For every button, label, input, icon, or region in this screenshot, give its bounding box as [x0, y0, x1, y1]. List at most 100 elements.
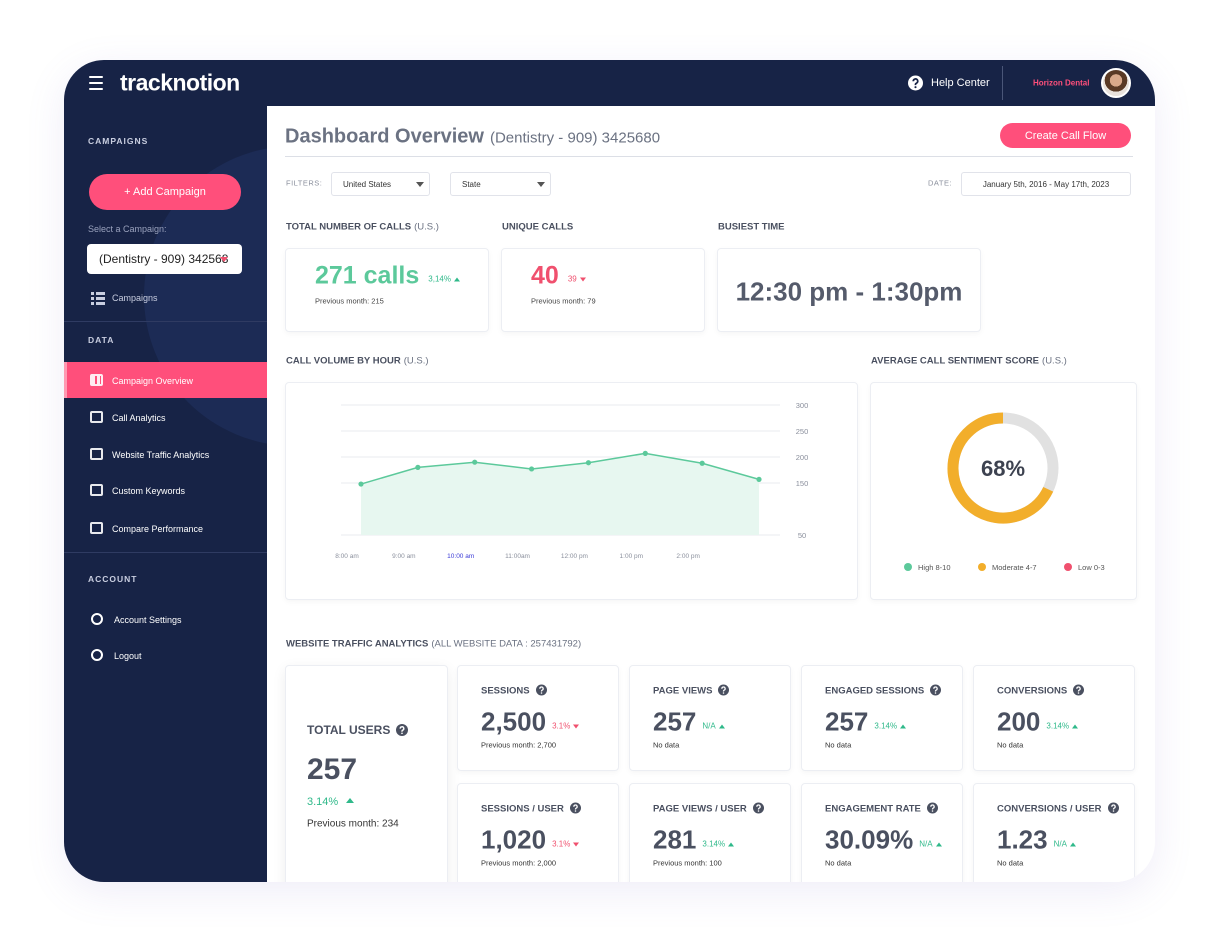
help-center[interactable]: Help Center: [908, 75, 990, 91]
total-users-card: [285, 665, 448, 882]
kpi-card: [717, 248, 981, 332]
help-label: Help Center: [931, 76, 990, 89]
menu-bar-line: [89, 88, 103, 90]
top-bar: [64, 60, 1155, 106]
kpi-scope: (U.S.): [414, 221, 439, 233]
metric-change: N/A: [919, 839, 933, 849]
metric-value: 281: [653, 824, 697, 855]
metric-title: CONVERSIONS: [997, 685, 1068, 697]
chart-subtitle: (U.S.): [1042, 355, 1067, 367]
caret: [220, 257, 228, 262]
add-campaign-button[interactable]: + Add Campaign: [89, 174, 241, 210]
divider: [64, 321, 267, 322]
nav-icon: [90, 374, 103, 386]
metric-label: SESSIONS / USER: [481, 802, 581, 815]
metric-change-row: 3.14%: [307, 792, 355, 810]
metric-value: 30.09%: [825, 824, 914, 855]
nav-item[interactable]: Logout: [114, 651, 142, 661]
button-label: + Add Campaign: [124, 186, 206, 198]
metric-label: ENGAGED SESSIONS: [825, 684, 942, 697]
kpi-previous: Previous month: 215: [315, 296, 384, 306]
metric-label: CONVERSIONS: [997, 684, 1085, 697]
caret: [416, 182, 424, 187]
kpi-title: BUSIEST TIME: [718, 221, 785, 233]
help-icon[interactable]: [396, 723, 409, 736]
metric-value-row: 2,500 3.1%: [481, 707, 580, 738]
campaign-select[interactable]: (Dentistry - 909) 342568: [87, 244, 242, 274]
kpi-title: TOTAL NUMBER OF CALLS: [286, 221, 412, 233]
metric-label: SESSIONS: [481, 684, 547, 697]
metric-title: ENGAGEMENT RATE: [825, 803, 921, 815]
list-icon-dot: [91, 292, 94, 295]
filters-label: FILTERS:: [286, 178, 323, 188]
metric-value-row: 281 3.14%: [653, 824, 735, 856]
menu-bar-line: [89, 76, 103, 78]
help-icon[interactable]: [752, 802, 764, 814]
metric-card: [629, 783, 791, 882]
metric-label: ENGAGEMENT RATE: [825, 802, 938, 815]
chart-heading: AVERAGE CALL SENTIMENT SCORE (U.S.): [871, 356, 1067, 367]
metric-card: [457, 665, 619, 771]
kpi-title: UNIQUE CALLS: [502, 221, 574, 233]
section-heading: CAMPAIGNS: [88, 136, 149, 146]
divider: [64, 552, 267, 553]
kpi-previous: Previous month: 79: [531, 296, 596, 306]
select-value: State: [462, 179, 481, 189]
nav-item[interactable]: Website Traffic Analytics: [112, 450, 210, 460]
filter-select[interactable]: United States: [331, 172, 430, 196]
kpi-value: 12:30 pm - 1:30pm: [735, 276, 963, 307]
section-heading: ACCOUNT: [88, 574, 138, 584]
metric-title: SESSIONS / USER: [481, 803, 564, 815]
metric-title: CONVERSIONS / USER: [997, 803, 1102, 815]
metric-value: 257: [307, 753, 358, 786]
metric-title: PAGE VIEWS: [653, 685, 713, 697]
nav-item[interactable]: Campaign Overview: [112, 376, 194, 386]
help-icon[interactable]: [1107, 802, 1119, 814]
button-label: Create Call Flow: [1024, 129, 1107, 142]
nav-link[interactable]: Campaigns: [112, 293, 158, 303]
nav-item[interactable]: Compare Performance: [112, 524, 204, 534]
kpi-card: [501, 248, 705, 332]
chart-title: CALL VOLUME BY HOUR: [286, 355, 401, 367]
metric-label: PAGE VIEWS: [653, 684, 730, 697]
metric-value-row: 257 N/A: [653, 707, 725, 738]
kpi-value: 40: [531, 261, 559, 290]
metric-value-row: 200 3.14%: [997, 707, 1079, 738]
nav-icon: [90, 522, 103, 534]
nav-icon: [90, 448, 103, 460]
metric-previous: Previous month: 234: [307, 818, 399, 830]
metric-previous: No data: [997, 858, 1024, 868]
date-picker[interactable]: January 5th, 2016 - May 17th, 2023: [961, 172, 1131, 196]
nav-icon: [90, 484, 103, 496]
help-icon[interactable]: [718, 684, 730, 696]
help-icon[interactable]: [1073, 684, 1085, 696]
trend-arrow: [453, 277, 460, 282]
metric-value: 1.23: [997, 824, 1048, 855]
trend-arrow: [718, 724, 725, 729]
trend-arrow: [900, 724, 907, 729]
avatar[interactable]: [1101, 68, 1131, 98]
metric-previous: No data: [825, 740, 852, 750]
metric-value-row: 30.09% N/A: [825, 825, 942, 856]
metric-card: [629, 665, 791, 771]
metric-change: 3.14%: [702, 839, 726, 849]
help-icon[interactable]: [535, 684, 547, 696]
help-icon[interactable]: [926, 802, 938, 814]
create-call-flow-button[interactable]: Create Call Flow: [1000, 123, 1131, 148]
help-icon[interactable]: [569, 802, 581, 814]
metric-title: TOTAL USERS: [307, 723, 391, 737]
metric-label: PAGE VIEWS / USER: [653, 802, 764, 815]
help-icon[interactable]: [908, 75, 923, 91]
metric-value-row: 1,020 3.1%: [481, 825, 580, 856]
kpi-value: 271 calls: [315, 261, 420, 290]
trend-arrow: [579, 277, 586, 282]
help-icon[interactable]: [930, 684, 942, 696]
trend-arrow: [1069, 842, 1076, 847]
kpi-value-row: 271 calls 3,14%: [315, 262, 460, 291]
nav-item[interactable]: Account Settings: [114, 615, 182, 625]
nav-item[interactable]: Call Analytics: [112, 413, 166, 423]
metric-change: 3.14%: [874, 721, 898, 731]
filter-select[interactable]: State: [450, 172, 551, 196]
nav-item[interactable]: Custom Keywords: [112, 486, 186, 496]
account-name[interactable]: Horizon Dental: [1033, 78, 1090, 88]
